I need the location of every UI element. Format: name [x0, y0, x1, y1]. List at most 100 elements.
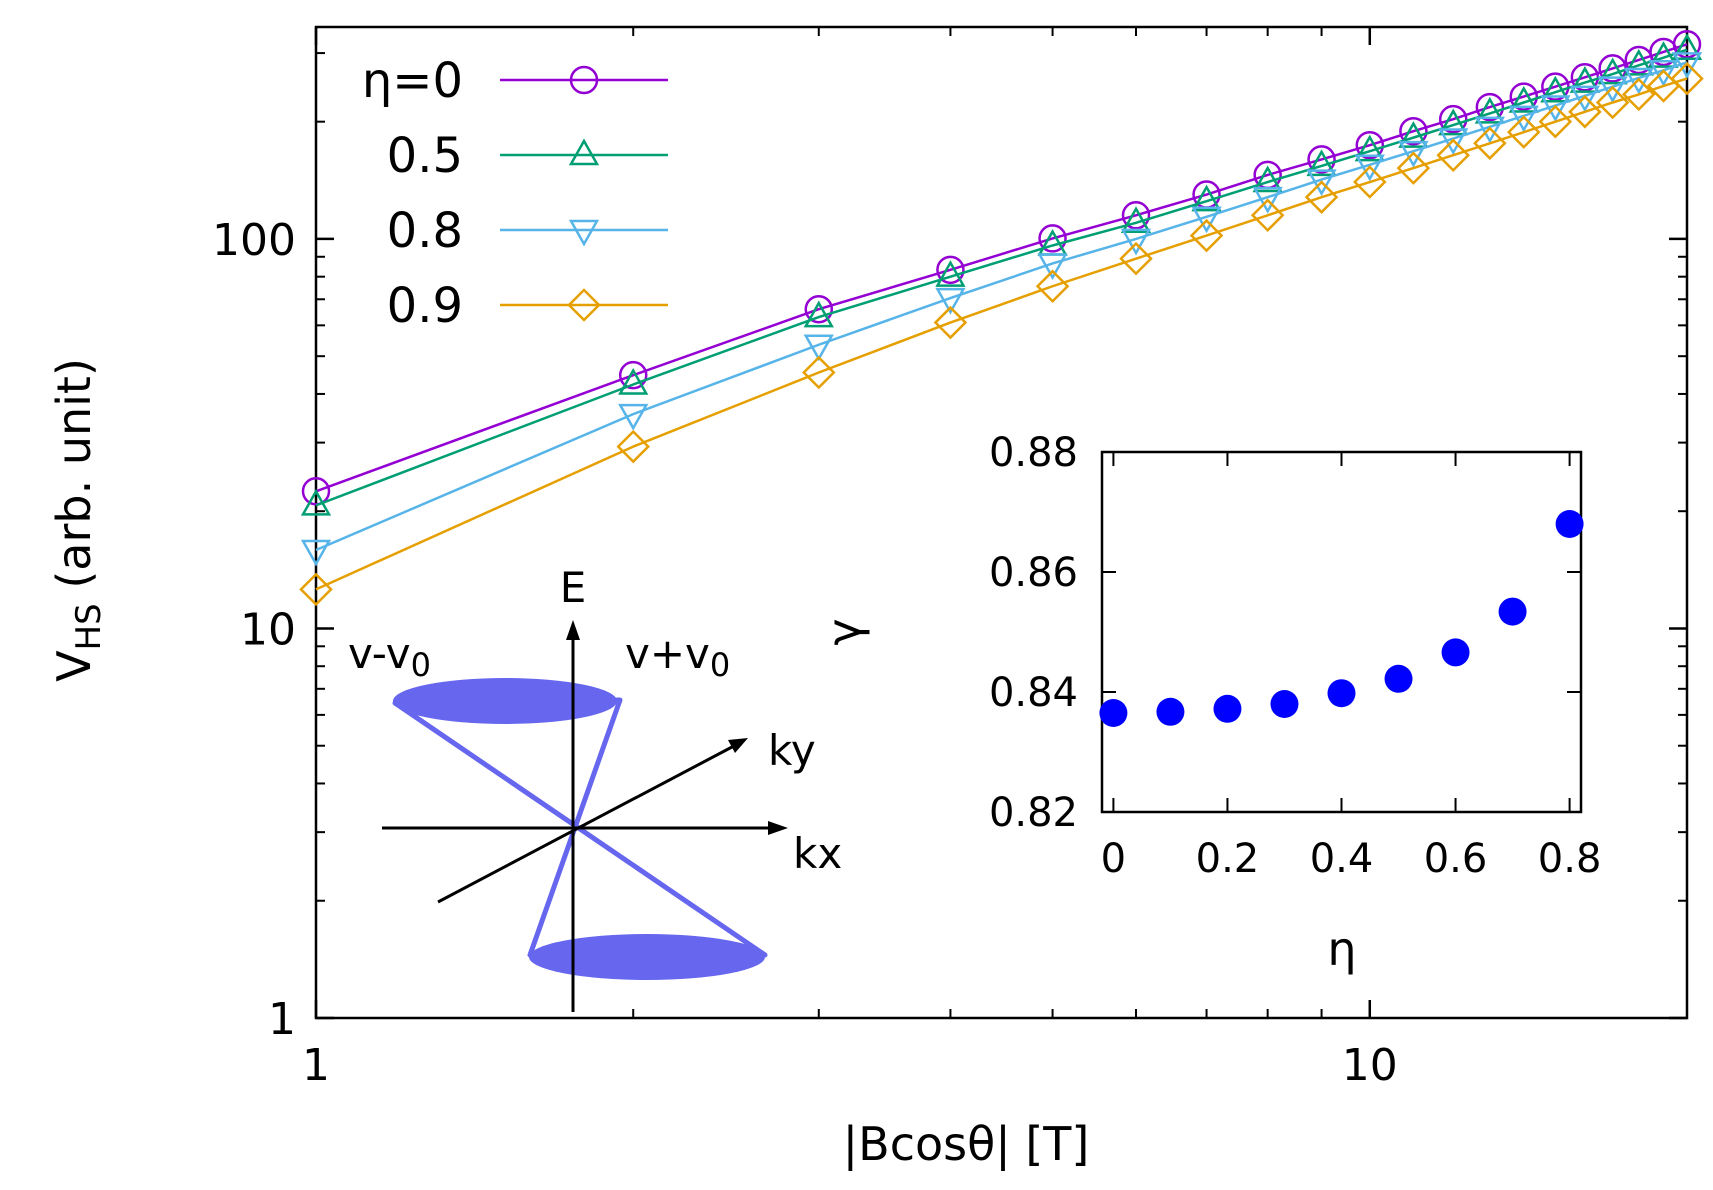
triangle-down-marker: [1120, 228, 1152, 256]
legend: η=0 0.5 0.8 0.9: [362, 53, 668, 334]
inset-y-tick-label: 0.86: [989, 550, 1078, 596]
triangle-up-marker: [300, 488, 332, 516]
diamond-marker: [1436, 138, 1470, 173]
y-axis-title-sub: HS: [69, 603, 109, 650]
inset-x-tick-label: 0.6: [1424, 836, 1488, 882]
triangle-up-marker: [1120, 206, 1152, 234]
triangle-up-marker: [1438, 108, 1469, 136]
series-3: [299, 61, 1704, 607]
triangle-down-marker: [1540, 95, 1571, 123]
triangle-up-marker: [1648, 41, 1679, 68]
inset-point: [1099, 699, 1128, 727]
triangle-down-marker: [1252, 186, 1283, 214]
y-tick-label: 10: [240, 604, 296, 655]
diamond-marker: [1506, 115, 1541, 149]
circle-marker: [1475, 92, 1505, 122]
inset-x-tick-label: 0.4: [1310, 836, 1374, 882]
series-line: [315, 48, 1688, 507]
y-tick-label: 1: [268, 994, 296, 1045]
diagram-label-ky: ky: [768, 726, 816, 775]
circle-marker: [804, 294, 834, 324]
triangle-up-marker: [1597, 57, 1628, 85]
triangle-down-marker: [1398, 140, 1429, 168]
inset-point: [1555, 510, 1584, 538]
main-ticks: 1 10 1 10 100: [212, 27, 1688, 1091]
triangle-up-marker: [1508, 85, 1539, 113]
y-axis-title-main: V: [47, 650, 101, 682]
ky-axis-line: [437, 745, 733, 904]
diamond-marker: [802, 355, 836, 390]
triangle-up-marker: [1671, 33, 1703, 60]
circle-marker: [1438, 104, 1468, 134]
diamond-marker: [1250, 198, 1285, 233]
lower-cone-ellipse: [529, 934, 765, 980]
diamond-marker: [1622, 77, 1656, 112]
inset-point: [1498, 597, 1527, 626]
circle-marker: [618, 360, 648, 390]
diagram-label-e: E: [560, 563, 587, 612]
circle-marker: [1399, 116, 1428, 146]
triangle-down-marker: [1623, 67, 1654, 95]
triangle-down-marker: [300, 539, 332, 567]
circle-marker: [1038, 224, 1067, 253]
triangle-down-marker: [1671, 52, 1703, 79]
dirac-cone-diagram: E ky kx v-v0 v+v0: [348, 563, 842, 1012]
diamond-marker: [1396, 151, 1431, 185]
diamond-marker: [616, 429, 650, 464]
inset-y-axis-title: γ: [817, 618, 871, 645]
inset-points: [1099, 510, 1584, 727]
triangle-down-marker: [1037, 253, 1068, 281]
triangle-down-marker: [1306, 169, 1337, 197]
diamond-marker: [567, 288, 601, 322]
diagram-label-left: v-v0: [348, 629, 431, 684]
triangle-down-marker: [618, 403, 649, 431]
series-line: [315, 61, 1688, 552]
triangle-up-marker: [1354, 134, 1385, 162]
diagram-label-left-sub: 0: [411, 646, 431, 684]
triangle-down-marker: [568, 219, 600, 247]
diamond-marker: [1353, 165, 1387, 199]
diagram-label-left-main: v-v: [348, 629, 411, 678]
diagram-label-right: v+v0: [625, 629, 730, 684]
diagram-label-right-main: v+v: [625, 629, 710, 678]
diamond-marker: [933, 305, 968, 340]
circle-marker: [936, 255, 965, 285]
triangle-down-marker: [1508, 105, 1539, 133]
diamond-marker: [1568, 95, 1602, 129]
triangle-up-marker: [1474, 96, 1505, 124]
series-line: [315, 43, 1688, 493]
x-axis-title: |Bcosθ| [T]: [843, 1117, 1090, 1172]
triangle-up-marker: [1306, 149, 1337, 177]
main-series: [299, 30, 1704, 607]
diamond-marker: [299, 572, 333, 607]
circle-marker: [1541, 72, 1570, 101]
triangle-down-marker: [803, 334, 834, 362]
triangle-up-marker: [1191, 184, 1222, 212]
triangle-up-marker: [618, 367, 649, 395]
y-axis-title-rest: (arb. unit): [47, 358, 101, 603]
series-2: [300, 52, 1703, 567]
diamond-marker: [1538, 104, 1573, 139]
inset-point: [1384, 664, 1413, 693]
diagram-label-kx: kx: [793, 829, 842, 878]
diamond-marker: [1595, 85, 1630, 120]
x-tick-label: 1: [302, 1040, 330, 1091]
y-axis-title: VHS (arb. unit): [47, 358, 109, 682]
diamond-marker: [1304, 180, 1339, 214]
main-plot-frame: [314, 25, 1689, 1020]
inset-x-axis-title: η: [1327, 922, 1356, 976]
circle-marker: [1121, 201, 1151, 230]
triangle-up-marker: [1540, 75, 1571, 103]
triangle-up-marker: [568, 138, 600, 166]
y-tick-label: 100: [212, 215, 296, 266]
inset-point: [1213, 694, 1242, 723]
triangle-down-marker: [1569, 85, 1601, 113]
inset-x-tick-label: 0: [1101, 836, 1126, 882]
triangle-down-marker: [935, 287, 966, 315]
legend-label: 0.5: [387, 128, 463, 184]
e-axis-arrowhead: [566, 620, 580, 640]
diamond-marker: [1189, 218, 1224, 253]
triangle-up-marker: [1569, 66, 1601, 93]
inset-x-tick-label: 0.8: [1538, 836, 1602, 882]
